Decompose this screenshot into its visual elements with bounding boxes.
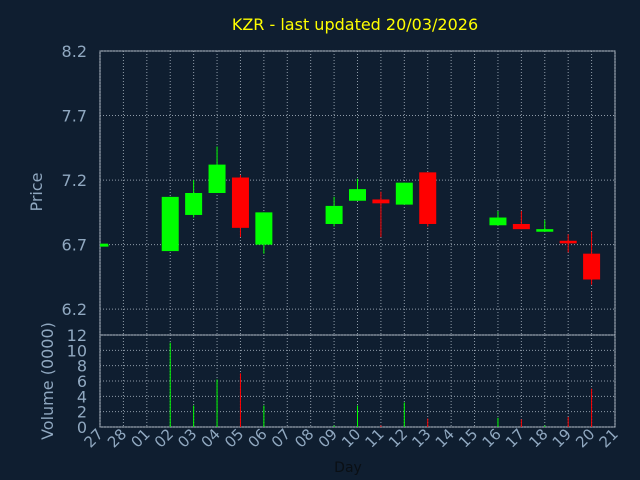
chart-title: KZR - last updated 20/03/2026 [232, 15, 478, 34]
candle-body [185, 193, 203, 215]
price-tick-label: 6.7 [62, 236, 87, 255]
price-tick-label: 8.2 [62, 42, 87, 61]
volume-tick-label: 12 [67, 326, 87, 345]
candle-body [161, 196, 179, 252]
volume-tick-label: 0 [77, 418, 87, 437]
volume-tick-label: 2 [77, 403, 87, 422]
candle-body [372, 199, 390, 204]
volume-tick-label: 8 [77, 357, 87, 376]
candle-body [536, 229, 554, 232]
candle-body [512, 223, 530, 230]
price-tick-label: 7.2 [62, 171, 87, 190]
candle-body [231, 177, 249, 228]
candle-body [255, 212, 273, 245]
candle-body [325, 205, 343, 224]
candlestick-series [100, 146, 601, 285]
price-panel: 8.2 7.7 7.2 6.7 6.2 Price [27, 42, 616, 336]
x-axis-label: Day [334, 460, 362, 476]
candle-body [489, 217, 507, 226]
price-tick-label: 7.7 [62, 107, 87, 126]
price-y-axis-label: Price [27, 172, 46, 211]
volume-y-axis-label: Volume (0000) [38, 322, 57, 440]
price-y-axis: 8.2 7.7 7.2 6.7 6.2 [62, 42, 87, 319]
candle-body [419, 172, 437, 224]
volume-tick-label: 4 [77, 387, 87, 406]
price-tick-label: 6.2 [62, 300, 87, 319]
candle-body [559, 240, 577, 244]
candle-body [395, 182, 413, 205]
volume-series [169, 342, 593, 427]
candle-body [349, 189, 366, 201]
volume-grid [99, 334, 616, 428]
volume-tick-label: 6 [77, 372, 87, 391]
candle-body [208, 164, 226, 193]
candle-body [100, 243, 108, 246]
volume-tick-label: 10 [67, 341, 87, 360]
x-axis: 2728010203040506070809101112131415161718… [81, 425, 622, 451]
candle-body [583, 253, 601, 280]
